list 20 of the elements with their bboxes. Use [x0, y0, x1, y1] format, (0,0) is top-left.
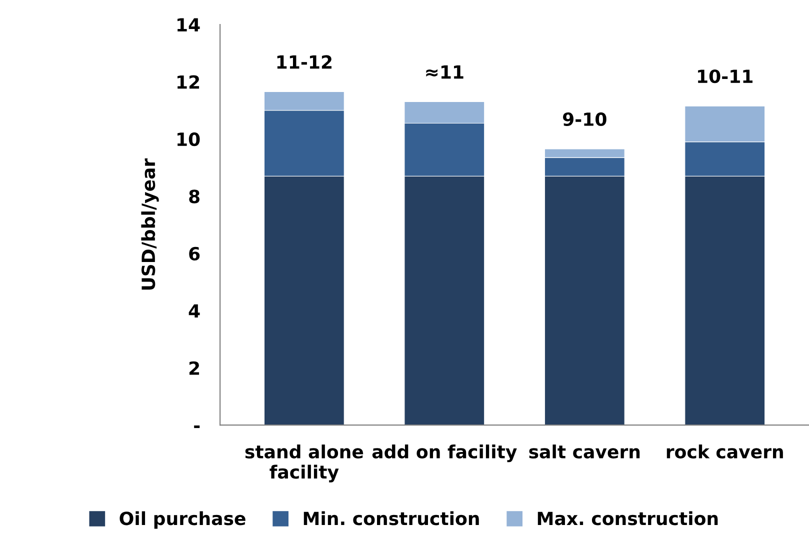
y-tick-label: 14	[178, 18, 200, 32]
y-tick-label: 4	[188, 304, 200, 318]
y-tick-label: 10	[178, 132, 200, 146]
total-label: 11-12	[277, 55, 332, 69]
y-tick-label: 6	[189, 246, 200, 261]
legend-label: Oil purchase	[120, 511, 246, 529]
x-tick-label: rock cavern	[666, 444, 783, 459]
total-label: ≈11	[426, 65, 464, 79]
y-tick-label: 8	[189, 190, 200, 204]
y-tick-label: 2	[189, 361, 200, 375]
total-label: 9-10	[562, 112, 606, 126]
y-tick-label: 12	[178, 75, 200, 89]
total-label: 10-11	[698, 69, 752, 84]
x-tick-label: stand alone facility	[245, 444, 364, 482]
legend-label: Min. construction	[304, 511, 479, 526]
y-tick-label: -	[194, 425, 200, 428]
x-tick-label: add on facility	[372, 444, 517, 462]
x-tick-label: salt cavern	[529, 444, 640, 459]
legend-label: Max. construction	[538, 511, 718, 526]
y-axis-title: USD/bbl/year	[141, 158, 159, 290]
